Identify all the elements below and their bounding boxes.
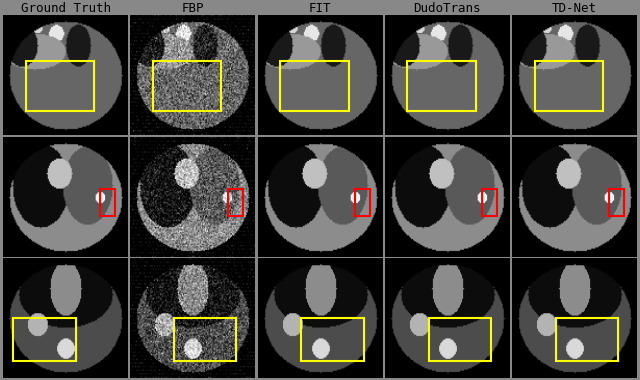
Bar [26,61,94,111]
Bar [482,190,497,216]
Bar [228,190,243,216]
Bar [429,318,491,361]
Bar [556,318,618,361]
Title: DudoTrans: DudoTrans [413,2,481,15]
Title: TD-Net: TD-Net [552,2,597,15]
Title: FBP: FBP [182,2,204,15]
Bar [355,190,370,216]
Title: Ground Truth: Ground Truth [20,2,111,15]
Bar [174,318,236,361]
Title: FIT: FIT [308,2,332,15]
Bar [100,190,115,216]
Bar [407,61,476,111]
Bar [153,61,221,111]
Bar [301,318,364,361]
Bar [609,190,625,216]
Bar [534,61,603,111]
Bar [280,61,349,111]
Bar [13,318,76,361]
